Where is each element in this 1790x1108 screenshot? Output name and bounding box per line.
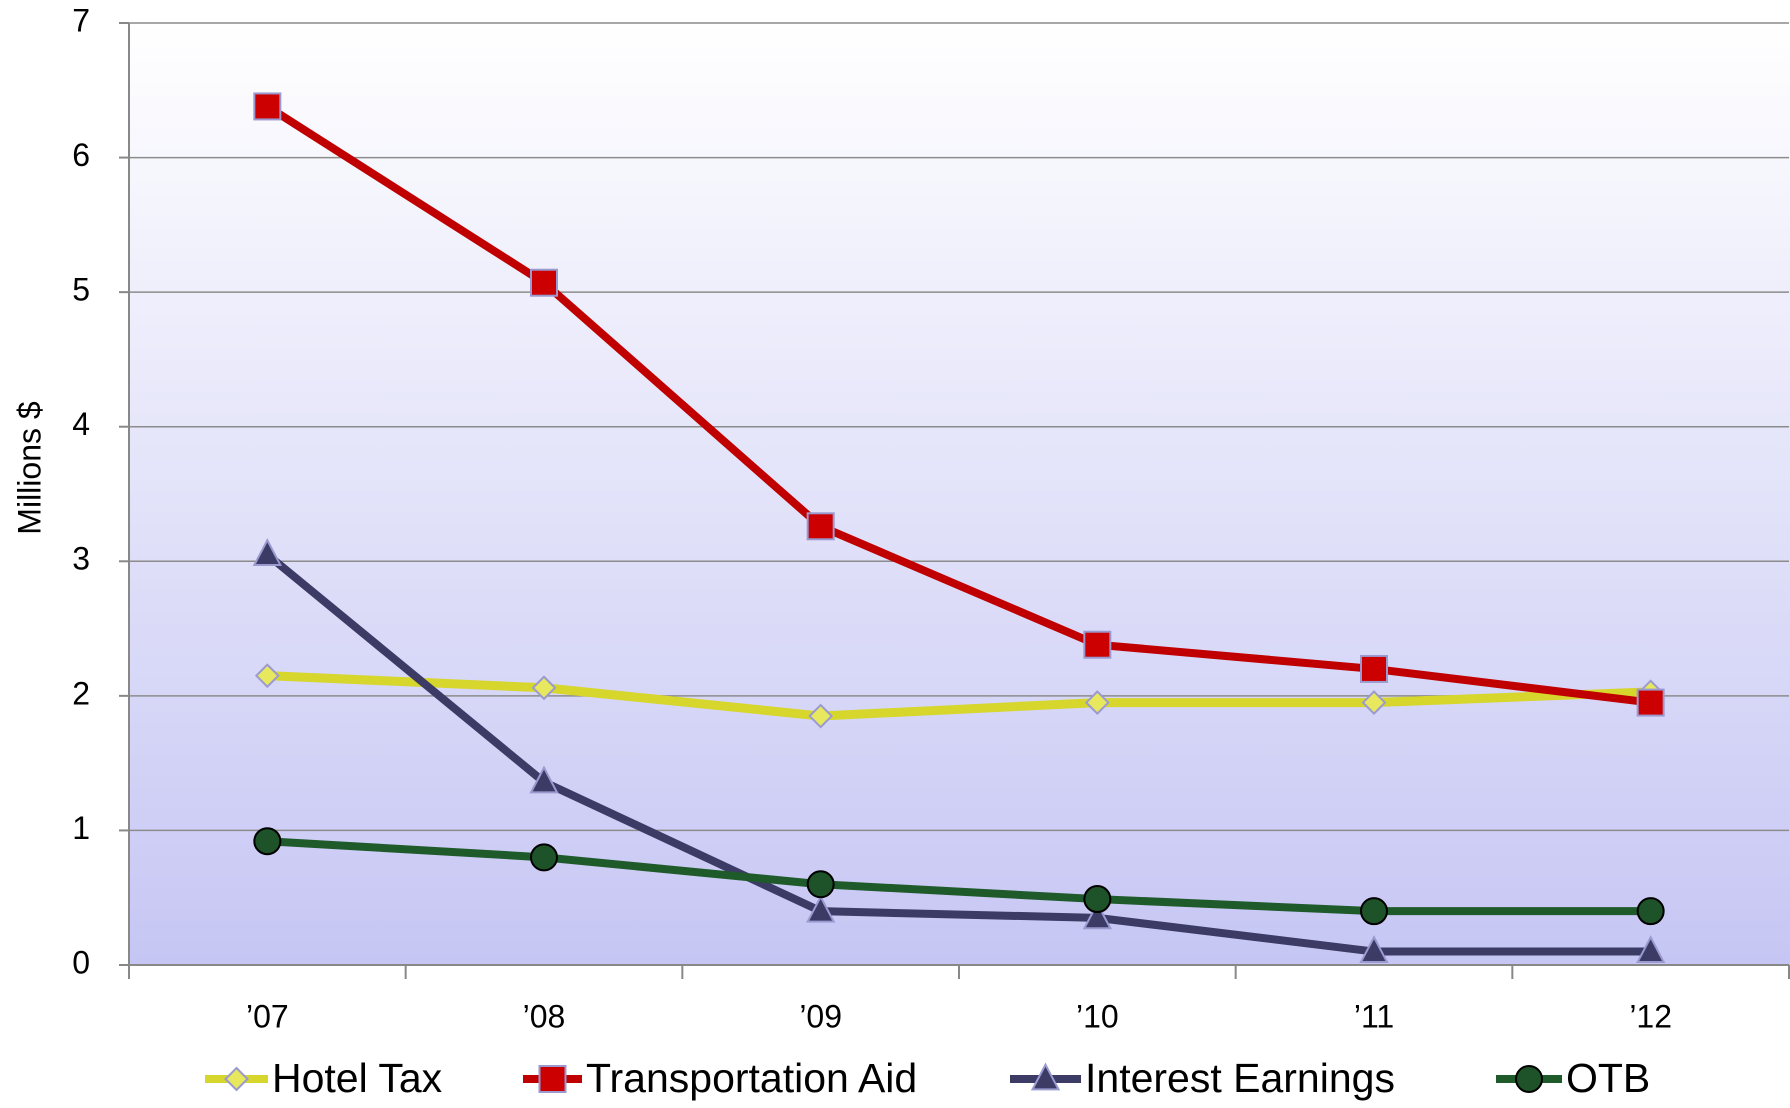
y-tick-label: 0: [72, 944, 90, 980]
y-tick-label: 2: [72, 675, 90, 711]
x-tick-label: ’10: [1076, 998, 1119, 1034]
marker: [253, 92, 282, 121]
marker: [1515, 1065, 1543, 1093]
x-tick-label: ’11: [1354, 998, 1394, 1034]
marker: [806, 894, 836, 923]
marker: [1636, 935, 1666, 963]
marker: [252, 538, 282, 566]
marker: [1636, 897, 1665, 926]
series-line: [265, 103, 1652, 707]
marker: [530, 843, 558, 872]
marker: [1084, 690, 1110, 715]
y-tick-label: 4: [72, 406, 90, 442]
plot-area: [129, 23, 1790, 965]
series-line: [267, 837, 1651, 916]
marker: [1083, 630, 1112, 659]
series-line: [267, 671, 1651, 721]
x-tick-label: ’08: [523, 998, 566, 1034]
y-tick-label: 3: [72, 541, 90, 577]
marker: [1030, 1062, 1061, 1091]
y-tick-label: 1: [72, 810, 90, 846]
y-tick-label: 6: [72, 137, 90, 173]
series-line: [264, 551, 1651, 956]
x-tick-label: ’09: [799, 998, 842, 1034]
marker: [254, 663, 280, 689]
x-tick-label: ’12: [1629, 998, 1672, 1034]
y-axis-title: Millions $: [11, 401, 47, 535]
marker: [1360, 897, 1388, 926]
marker: [806, 512, 835, 541]
marker: [224, 1066, 249, 1092]
legend-label: Transportation Aid: [586, 1055, 917, 1101]
legend-label: Hotel Tax: [272, 1055, 443, 1101]
marker: [1082, 901, 1112, 930]
marker: [1359, 935, 1389, 963]
marker: [1360, 654, 1388, 683]
marker: [538, 1065, 567, 1093]
marker: [530, 268, 558, 297]
marker: [531, 675, 557, 701]
y-tick-label: 5: [72, 272, 90, 308]
marker: [1361, 690, 1387, 715]
marker: [808, 703, 834, 729]
marker: [1083, 885, 1112, 914]
marker: [529, 765, 559, 794]
y-tick-label: 7: [72, 2, 90, 38]
legend-label: OTB: [1566, 1055, 1650, 1101]
marker: [253, 827, 282, 856]
marker: [806, 870, 835, 899]
marker: [1636, 688, 1665, 717]
legend-label: Interest Earnings: [1085, 1055, 1395, 1101]
x-tick-label: ’07: [246, 998, 289, 1034]
